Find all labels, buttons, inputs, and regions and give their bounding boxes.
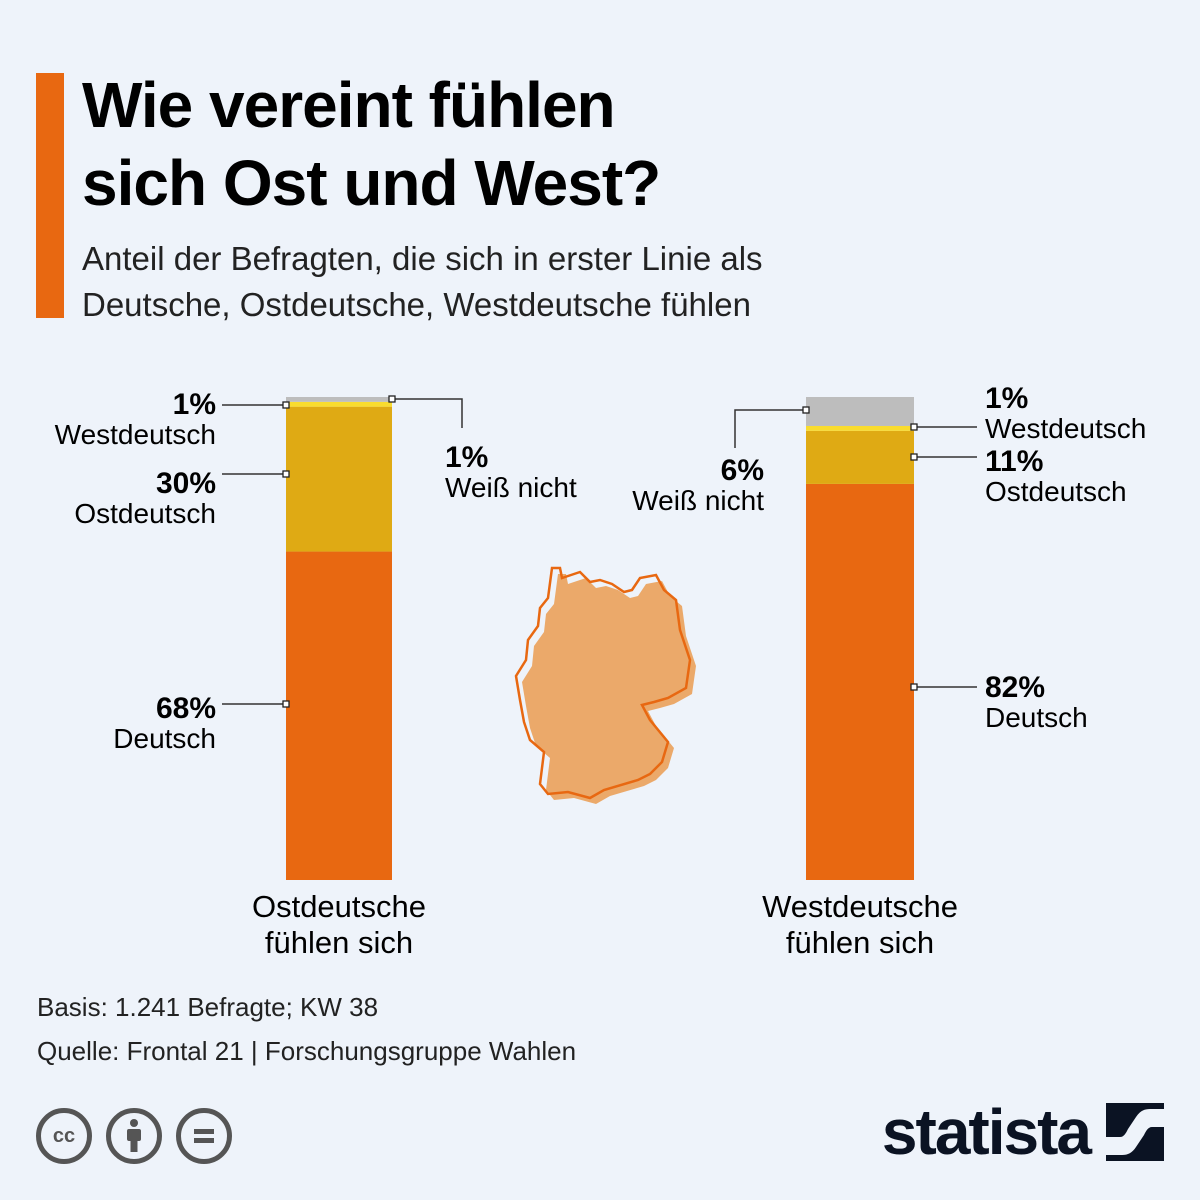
bar-segment-westdeutsch	[806, 425, 914, 431]
creative-commons-icon[interactable]: cc	[36, 1108, 92, 1164]
statista-logo-icon	[1106, 1103, 1164, 1161]
bar-segment-deutsch	[806, 483, 914, 880]
data-label-name: Westdeutsch	[55, 419, 216, 450]
chart-subtitle: Anteil der Befragten, die sich in erster…	[82, 236, 763, 328]
category-label: fühlen sich	[786, 925, 934, 960]
bar-segment-wei--nicht	[286, 397, 392, 402]
data-label-value: 82%	[985, 671, 1045, 704]
bar-segment-wei--nicht	[806, 397, 914, 426]
bar-segment-deutsch	[286, 551, 392, 880]
category-label: fühlen sich	[265, 925, 413, 960]
data-label-name: Weiß nicht	[632, 485, 764, 516]
label-anchor-marker	[388, 395, 396, 403]
label-anchor-marker	[282, 470, 290, 478]
footer-basis: Basis: 1.241 Befragte; KW 38	[37, 992, 379, 1022]
data-label-name: Weiß nicht	[445, 472, 577, 503]
category-label: Westdeutsche	[762, 889, 958, 924]
data-label-value: 11%	[985, 445, 1043, 478]
bar-segment-ostdeutsch	[286, 406, 392, 552]
title-line-2: sich Ost und West?	[82, 147, 661, 219]
data-label-name: Westdeutsch	[985, 413, 1146, 444]
data-label-value: 6%	[721, 454, 764, 487]
label-leader-line	[734, 409, 806, 448]
subtitle-line-1: Anteil der Befragten, die sich in erster…	[82, 240, 763, 277]
subtitle-line-2: Deutsche, Ostdeutsche, Westdeutsche fühl…	[82, 286, 751, 323]
data-label-value: 30%	[156, 467, 216, 500]
data-label-name: Ostdeutsch	[985, 476, 1127, 507]
license-icons: cc	[36, 1108, 232, 1164]
title-line-1: Wie vereint fühlen	[82, 69, 616, 141]
label-anchor-marker	[802, 406, 810, 414]
germany-map-icon	[514, 566, 696, 804]
data-label-value: 1%	[445, 441, 488, 474]
data-label-value: 1%	[173, 388, 216, 421]
data-label-name: Deutsch	[985, 702, 1088, 733]
data-label-name: Deutsch	[113, 723, 216, 754]
bar-segment-westdeutsch	[286, 401, 392, 407]
chart-title: Wie vereint fühlen sich Ost und West?	[82, 66, 661, 222]
data-label-value: 1%	[985, 382, 1028, 415]
statista-logo[interactable]: statista	[882, 1100, 1164, 1164]
footer-source: Quelle: Frontal 21 | Forschungsgruppe Wa…	[37, 1036, 577, 1066]
statista-logo-text: statista	[881, 1096, 1092, 1168]
bar-segment-ostdeutsch	[806, 430, 914, 484]
no-derivatives-icon[interactable]	[176, 1108, 232, 1164]
label-anchor-marker	[282, 401, 290, 409]
data-label-name: Ostdeutsch	[74, 498, 216, 529]
attribution-icon[interactable]	[106, 1108, 162, 1164]
label-anchor-marker	[910, 453, 918, 461]
title-accent-bar	[36, 73, 64, 318]
label-anchor-marker	[910, 423, 918, 431]
label-leader-line	[392, 398, 463, 428]
label-anchor-marker	[910, 683, 918, 691]
data-label-value: 68%	[156, 692, 216, 725]
category-label: Ostdeutsche	[252, 889, 426, 924]
label-anchor-marker	[282, 700, 290, 708]
